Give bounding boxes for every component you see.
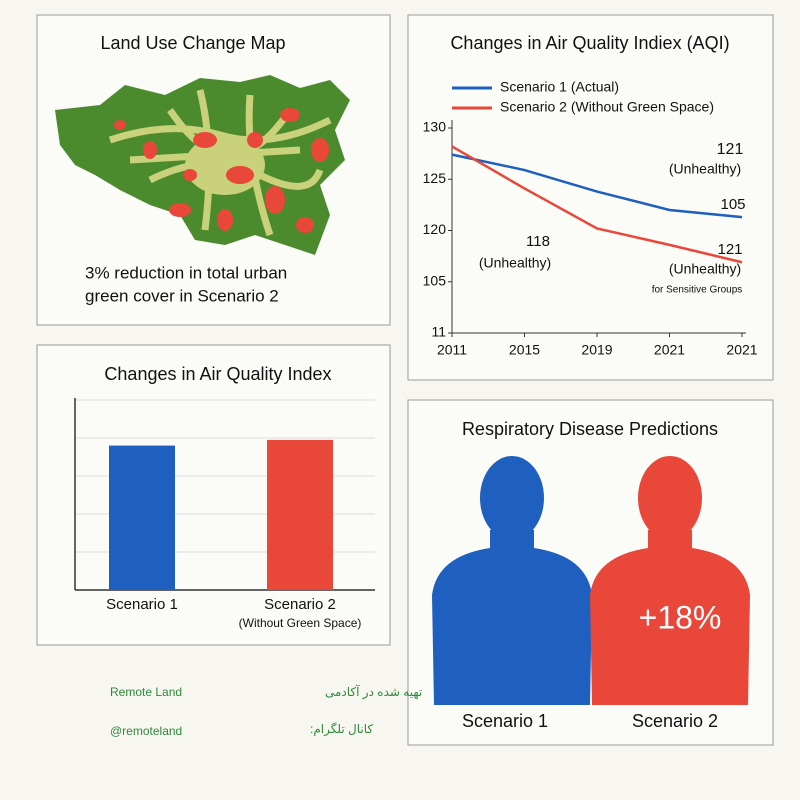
y-tick-label: 120 (423, 221, 447, 237)
x-tick-label: Scenario 1 (106, 596, 178, 613)
annotation: 105 (720, 196, 745, 213)
person-silhouette (432, 456, 592, 705)
line-chart: 130 125 120 105 11 2011 2015 2019 2021 2021 Scenar… (423, 79, 758, 358)
x-tick-label: Scenario 2 (264, 596, 336, 613)
annotation: (Unhealthy) (479, 255, 551, 271)
footer-handle: @remoteland (110, 724, 182, 738)
series-line (451, 145, 743, 264)
series-line (451, 153, 743, 219)
legend-label: Scenario 2 (Without Green Space) (500, 99, 714, 115)
x-tick-label: 2021 (654, 342, 685, 358)
bar (267, 439, 333, 590)
line-title: Changes in Air Quality Indiex (AQI) (450, 33, 729, 53)
annotation: 118 (526, 233, 550, 250)
footer-text: کانال تلگرام: (310, 722, 373, 737)
change-label: +18% (639, 599, 722, 635)
bar (109, 445, 175, 590)
annotation: (Unhealthy) (669, 161, 741, 177)
y-tick-label: 11 (431, 324, 446, 340)
y-tick-label: 105 (423, 272, 447, 288)
footer-brand: Remote Land (110, 685, 182, 699)
annotation: 121 (717, 141, 744, 158)
bar-panel (36, 344, 391, 646)
map (55, 75, 350, 255)
resp-title: Respiratory Disease Predictions (462, 419, 718, 439)
x-tick-label: 2021 (726, 342, 757, 358)
map-caption: green cover in Scenario 2 (85, 286, 279, 305)
y-tick-label: 125 (423, 170, 447, 186)
annotation: for Sensitive Groups (652, 285, 743, 296)
map-caption: 3% reduction in total urban (85, 263, 287, 282)
bar-title: Changes in Air Quality Index (104, 364, 331, 384)
person-silhouette (590, 456, 750, 705)
x-tick-label: 2011 (437, 342, 467, 358)
annotation: 121 (717, 241, 742, 258)
line-panel (407, 14, 774, 381)
category-note: (Without Green Space) (239, 616, 362, 630)
y-tick-label: 130 (423, 119, 447, 135)
bar-chart: Scenario 1 Scenario 2 (Without Green Space… (74, 398, 375, 630)
legend-label: Scenario 1 (Actual) (500, 79, 619, 95)
x-tick-label: 2015 (509, 342, 540, 358)
annotation: (Unhealthy) (669, 261, 741, 277)
map-title: Land Use Change Map (100, 33, 285, 53)
scenario-label: Scenario 2 (632, 711, 718, 731)
x-tick-label: 2019 (581, 342, 612, 358)
footer-text: تهیه شده در آکادمی (325, 684, 422, 700)
scenario-label: Scenario 1 (462, 711, 548, 731)
